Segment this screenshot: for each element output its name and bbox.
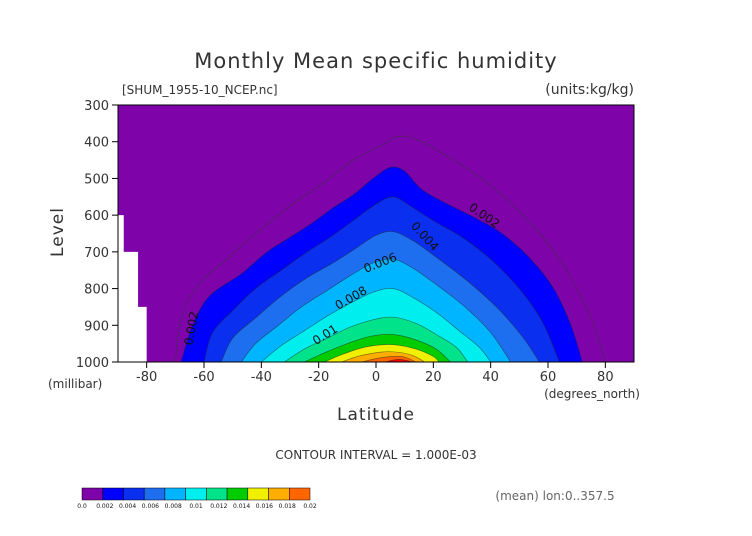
colorbar-swatch-1 [81, 487, 103, 501]
colorbar-swatch-9 [247, 487, 269, 501]
missing-data-region [118, 215, 147, 362]
colorbar-level-label: 0.0 [77, 503, 87, 510]
y-tick-label: 400 [84, 136, 109, 151]
colorbar: 0.0 0.002 0.004 0.006 0.008 0.01 0.012 0.014 0.0… [77, 487, 317, 510]
footer-note: (mean) lon:0..357.5 [495, 489, 614, 503]
x-axis-label: Latitude [337, 405, 415, 425]
colorbar-swatch-11 [289, 487, 311, 501]
x-tick-label: 60 [540, 370, 557, 385]
y-tick-label: 500 [84, 172, 109, 187]
colorbar-swatch-6 [185, 487, 207, 501]
colorbar-swatch-7 [206, 487, 228, 501]
colorbar-level-label: 0.02 [303, 503, 317, 510]
file-label: [SHUM_1955-10_NCEP.nc] [122, 83, 278, 97]
x-tick-label: -60 [193, 370, 214, 385]
y-tick-label: 700 [84, 246, 109, 261]
y-axis-ticks: 300 400 500 600 700 800 900 1000 [76, 99, 118, 371]
colorbar-swatch-8 [226, 487, 249, 501]
colorbar-level-label: 0.016 [256, 503, 273, 510]
colorbar-swatch-4 [143, 487, 166, 501]
contour-line-0.001 [174, 135, 606, 363]
colorbar-level-label: 0.004 [119, 503, 136, 510]
y-units-label: (millibar) [48, 377, 102, 391]
y-axis-label: Level [48, 207, 68, 257]
y-tick-label: 800 [84, 283, 109, 298]
colorbar-level-label: 0.002 [96, 503, 113, 510]
colorbar-swatch-3 [123, 487, 145, 501]
y-tick-label: 1000 [76, 356, 109, 371]
colorbar-swatch-5 [164, 487, 186, 501]
y-tick-label: 300 [84, 99, 109, 114]
chart-title: Monthly Mean specific humidity [194, 49, 557, 73]
units-label: (units:kg/kg) [545, 82, 634, 98]
colorbar-level-label: 0.018 [279, 503, 296, 510]
x-tick-label: -40 [251, 370, 272, 385]
x-tick-label: 20 [425, 370, 442, 385]
contour-label-1: 0.002 [182, 310, 202, 346]
x-tick-label: 80 [597, 370, 614, 385]
x-tick-label: 0 [372, 370, 380, 385]
x-axis-ticks: -80 -60 -40 -20 0 20 40 60 80 [136, 362, 614, 385]
colorbar-swatch-10 [268, 487, 290, 501]
x-tick-label: -20 [308, 370, 329, 385]
colorbar-level-label: 0.014 [233, 503, 250, 510]
colorbar-level-label: 0.01 [189, 503, 203, 510]
y-tick-label: 600 [84, 209, 109, 224]
x-tick-label: 40 [482, 370, 499, 385]
colorbar-level-label: 0.008 [165, 503, 182, 510]
colorbar-swatch-2 [102, 487, 124, 501]
x-tick-label: -80 [136, 370, 157, 385]
colorbar-level-label: 0.006 [142, 503, 159, 510]
x-units-label: (degrees_north) [544, 387, 640, 401]
colorbar-level-label: 0.012 [210, 503, 227, 510]
contour-interval-text: CONTOUR INTERVAL = 1.000E-03 [275, 448, 476, 462]
y-tick-label: 900 [84, 319, 109, 334]
